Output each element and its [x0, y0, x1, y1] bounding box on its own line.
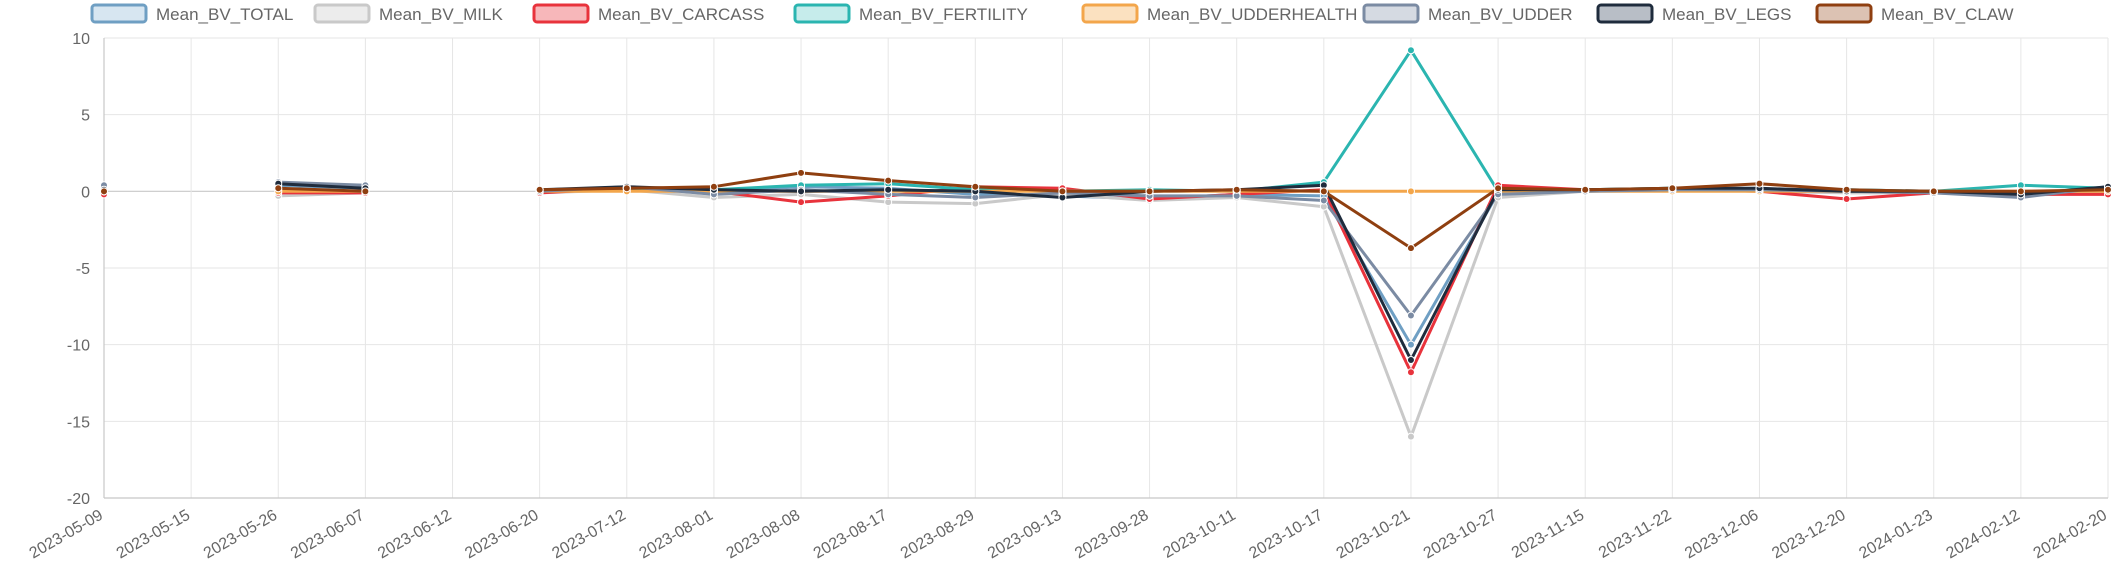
x-tick-label: 2023-11-22	[1596, 507, 1674, 562]
data-point[interactable]	[971, 182, 980, 191]
data-point[interactable]	[535, 185, 544, 194]
x-tick-label: 2023-06-12	[375, 507, 454, 563]
data-point[interactable]	[1842, 185, 1851, 194]
data-point[interactable]	[797, 198, 806, 207]
y-tick-label: -10	[67, 338, 90, 355]
data-point[interactable]	[1406, 340, 1415, 349]
data-point[interactable]	[1406, 356, 1415, 364]
x-tick-label: 2023-09-28	[1072, 507, 1151, 563]
x-tick-label: 2023-07-12	[549, 507, 628, 563]
data-point[interactable]	[274, 184, 283, 193]
data-point[interactable]	[100, 187, 108, 196]
x-tick-label: 2023-12-06	[1682, 507, 1761, 563]
data-point[interactable]	[884, 176, 893, 185]
y-tick-label: 0	[81, 184, 90, 201]
x-tick-label: 2023-08-01	[637, 507, 716, 563]
data-point[interactable]	[1232, 185, 1241, 194]
data-point[interactable]	[1755, 179, 1764, 188]
series-line-mean_bv_total[interactable]	[278, 183, 2109, 347]
legend-swatch[interactable]	[793, 3, 851, 24]
legend-label[interactable]: Mean_BV_CARCASS	[598, 5, 764, 24]
legend-swatch[interactable]	[1596, 3, 1654, 24]
data-point[interactable]	[1319, 196, 1328, 205]
data-point[interactable]	[622, 184, 631, 193]
data-point[interactable]	[1494, 184, 1503, 193]
legend-label[interactable]: Mean_BV_LEGS	[1662, 5, 1791, 24]
data-point[interactable]	[797, 187, 806, 196]
legend-label[interactable]: Mean_BV_CLAW	[1881, 5, 2014, 24]
data-point[interactable]	[1406, 244, 1415, 253]
x-tick-label: 2024-02-20	[2031, 507, 2110, 563]
y-tick-label: -15	[67, 414, 90, 431]
x-tick-label: 2024-01-23	[1856, 507, 1935, 563]
data-point[interactable]	[1406, 432, 1415, 441]
x-tick-label: 2023-10-21	[1334, 507, 1413, 563]
x-tick-label: 2023-05-09	[27, 507, 106, 563]
x-tick-label: 2023-05-15	[114, 507, 193, 563]
x-tick-label: 2023-10-27	[1421, 507, 1500, 563]
data-point[interactable]	[361, 187, 370, 196]
data-point[interactable]	[2016, 187, 2025, 196]
data-point[interactable]	[797, 168, 806, 177]
data-point[interactable]	[1145, 187, 1154, 196]
y-tick-label: -5	[76, 261, 90, 278]
x-tick-label: 2023-11-15	[1509, 507, 1587, 562]
x-tick-label: 2023-10-17	[1246, 507, 1325, 563]
x-tick-label: 2023-06-07	[288, 507, 367, 563]
series-line-mean_bv_fertility[interactable]	[278, 48, 2109, 193]
x-tick-label: 2024-02-12	[1943, 507, 2022, 563]
x-tick-label: 2023-08-29	[898, 507, 977, 563]
x-tick-label: 2023-05-26	[201, 507, 280, 563]
data-point[interactable]	[1929, 187, 1938, 196]
data-point[interactable]	[709, 182, 718, 191]
legend-swatch[interactable]	[313, 3, 371, 24]
series-points	[100, 46, 2112, 441]
legend-label[interactable]: Mean_BV_UDDERHEALTH	[1147, 5, 1357, 24]
x-tick-label: 2023-12-20	[1769, 507, 1848, 563]
series-line-mean_bv_udder[interactable]	[278, 180, 2109, 317]
legend-label[interactable]: Mean_BV_TOTAL	[156, 5, 293, 24]
grid	[103, 37, 2109, 499]
data-point[interactable]	[1058, 187, 1067, 196]
y-tick-label: 5	[81, 108, 90, 125]
legend-swatch[interactable]	[532, 3, 590, 24]
x-tick-label: 2023-08-08	[724, 507, 803, 563]
data-point[interactable]	[1319, 187, 1328, 196]
data-point[interactable]	[1406, 368, 1415, 377]
data-point[interactable]	[1406, 187, 1415, 196]
legend-swatch[interactable]	[90, 3, 148, 24]
y-tick-label: -20	[67, 491, 90, 508]
x-tick-label: 2023-06-20	[462, 507, 541, 563]
legend-label[interactable]: Mean_BV_UDDER	[1428, 5, 1573, 24]
legend-swatch[interactable]	[1081, 3, 1139, 24]
series-line-mean_bv_milk[interactable]	[278, 188, 2109, 439]
data-point[interactable]	[884, 185, 893, 194]
data-point[interactable]	[1581, 185, 1590, 194]
x-tick-label: 2023-10-11	[1160, 507, 1238, 562]
legend-label[interactable]: Mean_BV_FERTILITY	[859, 5, 1028, 24]
x-tick-label: 2023-08-17	[811, 507, 890, 563]
legend-label[interactable]: Mean_BV_MILK	[379, 5, 503, 24]
data-point[interactable]	[1406, 46, 1415, 55]
series-lines	[278, 48, 2109, 439]
series-line-mean_bv_legs[interactable]	[278, 182, 2109, 362]
data-point[interactable]	[2104, 185, 2112, 194]
legend-swatch[interactable]	[1362, 3, 1420, 24]
legend: Mean_BV_TOTAL Mean_BV_MILK Mean_BV_CARCASS…	[90, 3, 2014, 24]
data-point[interactable]	[1842, 195, 1851, 203]
y-tick-label: 10	[72, 31, 90, 48]
data-point[interactable]	[1668, 184, 1677, 193]
legend-swatch[interactable]	[1815, 3, 1873, 24]
series-line-mean_bv_claw[interactable]	[278, 171, 2109, 250]
x-tick-label: 2023-09-13	[985, 507, 1064, 563]
data-point[interactable]	[1406, 311, 1415, 320]
